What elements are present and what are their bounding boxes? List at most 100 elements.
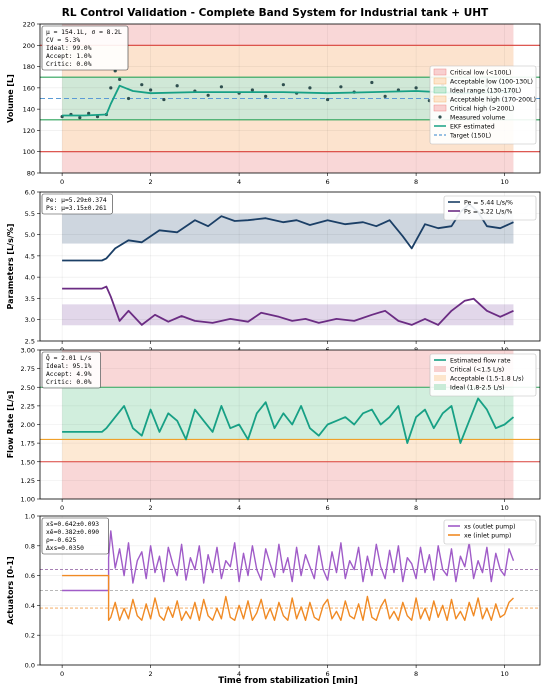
- axes-frame: [39, 515, 541, 666]
- legend-swatch: [434, 366, 446, 372]
- tick-label-y: 1.00: [21, 496, 35, 504]
- stats-line: CV = 5.3%: [46, 37, 80, 44]
- legend-label: Pe = 5.44 L/s/%: [464, 200, 513, 207]
- stats-line: Ps: μ=3.15±0.261: [46, 205, 107, 212]
- legend-box: [443, 519, 537, 545]
- stats-line: Ideal: 99.0%: [46, 45, 92, 52]
- legend-label: Ideal range (130-170L): [450, 88, 521, 95]
- measured-point: [339, 85, 343, 89]
- tick-label-x: 2: [149, 504, 153, 512]
- band-1: [62, 439, 514, 462]
- tick-label-x: 0: [60, 178, 64, 186]
- stats-line: Ideal: 95.1%: [46, 363, 92, 370]
- stats-box: [41, 25, 129, 71]
- tick-label-x: 0: [60, 670, 64, 678]
- legend-label: Acceptable (1.5-1.8 L/s): [450, 376, 524, 383]
- measured-point: [308, 86, 312, 90]
- tick-label-y: 3.0: [25, 316, 35, 324]
- tick-label-x: 10: [500, 504, 508, 512]
- legend-box: [429, 65, 537, 145]
- axes-frame: [39, 23, 541, 174]
- tick-label-y: 120: [23, 127, 35, 135]
- legend-label: EKF estimated: [450, 124, 495, 131]
- band-0: [62, 461, 514, 499]
- tick-label-y: 0.6: [25, 572, 35, 580]
- legend-swatch: [434, 384, 446, 390]
- tick-label-y: 2.5: [25, 338, 35, 346]
- measured-point: [250, 88, 254, 92]
- tick-label-y: 2.50: [21, 384, 35, 392]
- tick-label-y: 6.0: [25, 189, 35, 197]
- tick-label-x: 4: [237, 178, 241, 186]
- tick-label-y: 0.8: [25, 542, 35, 550]
- tick-label-y: 100: [23, 148, 35, 156]
- legend-label: Critical (<1.5 L/s): [450, 367, 504, 374]
- tick-label-y: 3.5: [25, 295, 35, 303]
- legend-label: Critical low (<100L): [450, 70, 511, 77]
- tick-label-y: 0.4: [25, 602, 35, 610]
- legend-label: xs (outlet pump): [464, 524, 516, 531]
- tick-label-x: 10: [500, 178, 508, 186]
- stats-box: [41, 517, 109, 555]
- axes-frame: [39, 349, 541, 500]
- stats-line: Critic: 0.0%: [46, 61, 92, 68]
- xe-line: [62, 574, 514, 621]
- y-axis-label: Parameters [L/s/%]: [6, 224, 15, 310]
- panel-actuators: 0.0 0.2 0.4 0.6 0.8 1.0 0 2 4 6 8 10 Actuators [0-1]…: [6, 513, 541, 678]
- tick-label-y: 220: [23, 21, 35, 29]
- stats-line: Δxs=0.0350: [46, 545, 84, 552]
- legend-swatch: [438, 115, 442, 119]
- tick-label-y: 1.50: [21, 458, 35, 466]
- tick-label-x: 4: [237, 670, 241, 678]
- measured-point: [78, 116, 82, 120]
- tick-label-y: 4.0: [25, 274, 35, 282]
- legend-label: Target (150L): [449, 133, 491, 140]
- legend-swatch: [434, 375, 446, 381]
- measured-point: [414, 86, 418, 90]
- legend-label: Ideal (1.8-2.5 L/s): [450, 385, 505, 392]
- tick-label-x: 8: [414, 670, 418, 678]
- measured-point: [140, 83, 144, 87]
- legend-swatch: [433, 77, 447, 85]
- measured-point: [281, 83, 285, 87]
- tick-label-y: 140: [23, 106, 35, 114]
- tick-label-y: 4.5: [25, 252, 35, 260]
- measured-point: [87, 111, 91, 115]
- measured-point: [326, 97, 330, 102]
- measured-point: [126, 96, 131, 101]
- measured-point: [109, 86, 113, 90]
- tick-label-y: 180: [23, 63, 35, 71]
- measured-point: [206, 93, 210, 97]
- tick-label-y: 0.2: [25, 632, 35, 640]
- tick-label-y: 1.75: [21, 440, 35, 448]
- legend-box: [429, 353, 537, 397]
- tick-label-y: 2.25: [21, 402, 35, 410]
- tick-label-y: 5.0: [25, 231, 35, 239]
- ps-line: [62, 285, 514, 326]
- tick-label-x: 4: [237, 504, 241, 512]
- tick-label-x: 10: [500, 670, 508, 678]
- legend-swatch: [433, 104, 447, 112]
- xs-line: [62, 530, 515, 592]
- measured-point: [264, 94, 268, 98]
- panel-flow: 1.00 1.25 1.50 1.75 2.00 2.25 2.50 2.75 3.00 0 2 4 6…: [6, 347, 541, 512]
- band-1: [62, 304, 514, 326]
- legend-label: Critical high (>200L): [450, 106, 514, 113]
- flow-line: [62, 397, 515, 445]
- stats-line: Pe: μ=5.29±0.374: [46, 197, 107, 204]
- legend-box: [443, 195, 537, 221]
- tick-label-x: 6: [326, 670, 330, 678]
- tick-label-y: 200: [23, 42, 35, 50]
- tick-label-y: 1.0: [25, 513, 35, 521]
- legend-label: Estimated flow rate: [450, 358, 511, 365]
- tick-label-y: 80: [27, 170, 35, 178]
- tick-label-x: 6: [326, 504, 330, 512]
- panel-volume: 80 100 120 140 160 180 200 220 0 2 4 6 8 10 Volume [L]…: [6, 21, 541, 186]
- legend-swatch: [433, 86, 447, 94]
- legend-label: xe (inlet pump): [464, 533, 511, 540]
- tick-label-x: 6: [326, 178, 330, 186]
- measured-point: [175, 84, 179, 88]
- stats-line: xs̄=0.642±0.093: [46, 520, 99, 528]
- y-axis-label: Flow Rate [L/s]: [6, 391, 15, 459]
